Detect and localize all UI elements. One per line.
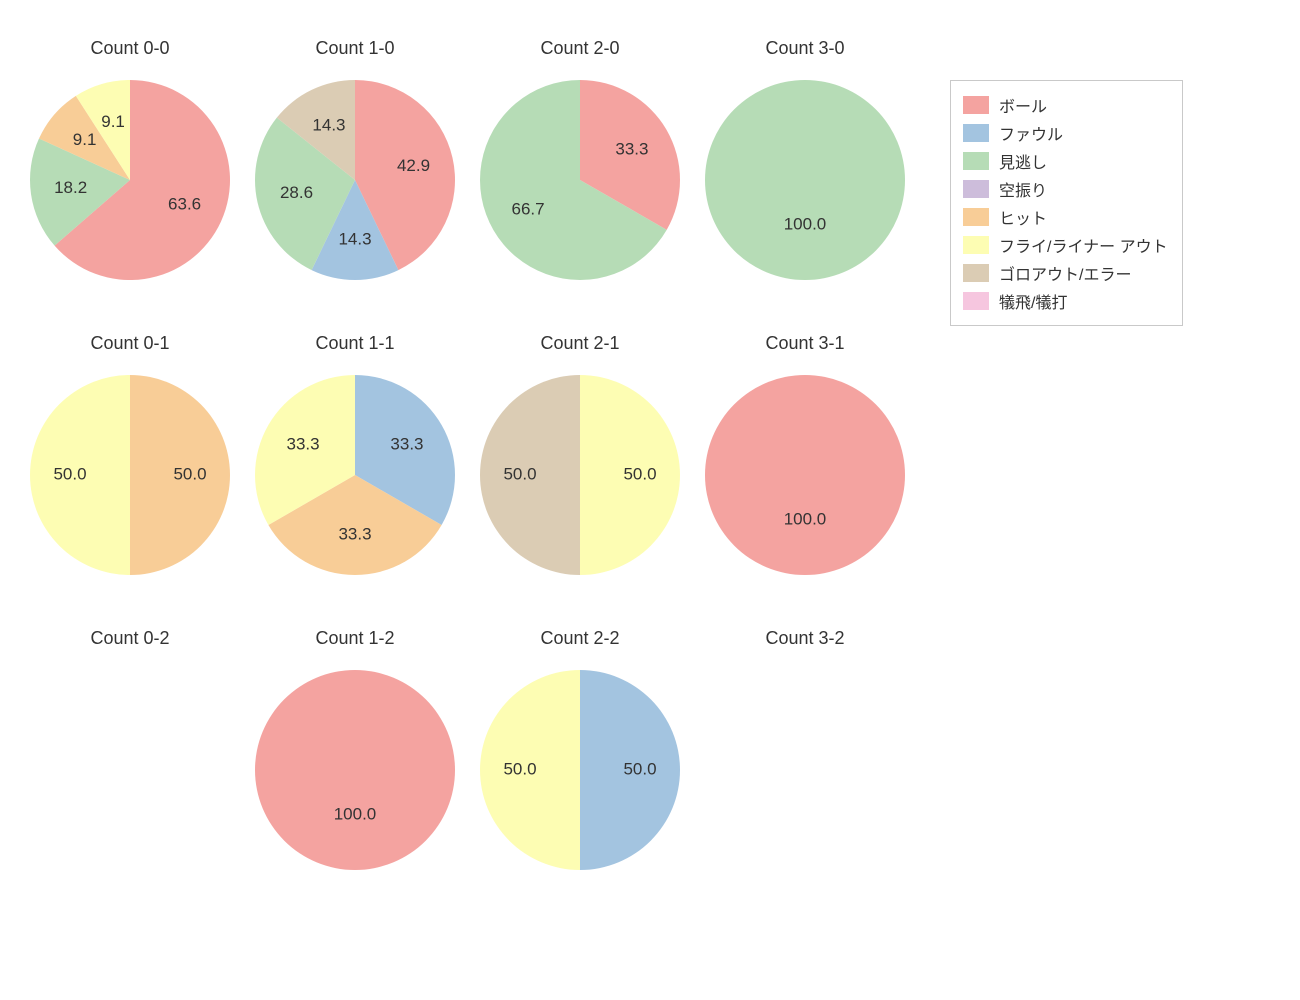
legend-label: 空振り [999,177,1047,201]
pie-slice-label: 66.7 [512,200,545,219]
legend-swatch [963,180,989,198]
legend-swatch [963,208,989,226]
pie-slice-label: 100.0 [784,214,827,233]
chart-grid: Count 0-063.618.29.19.1Count 1-042.914.3… [0,0,1300,1000]
pie-slice-label: 18.2 [54,178,87,197]
legend-item: 見逃し [963,147,1168,175]
legend-item: 犠飛/犠打 [963,287,1168,315]
pie-slice-label: 50.0 [623,759,656,778]
pie-slice [705,80,905,280]
legend-label: ゴロアウト/エラー [999,261,1131,285]
pie-slice-label: 33.3 [338,524,371,543]
pie-slice-label: 100.0 [784,509,827,528]
legend-item: フライ/ライナー アウト [963,231,1168,259]
legend-swatch [963,96,989,114]
pie-slice [705,375,905,575]
pie-chart: 50.0 50.0 [450,345,710,605]
legend-swatch [963,292,989,310]
pie-title: Count 3-2 [695,628,915,649]
legend-label: ボール [999,93,1047,117]
legend-item: ボール [963,91,1168,119]
pie-chart: 100.0 [675,50,935,310]
pie-title: Count 0-2 [20,628,240,649]
legend-swatch [963,264,989,282]
pie-slice-label: 63.6 [168,194,201,213]
pie-slice-label: 100.0 [334,804,377,823]
pie-chart: 42.9 14.3 28.6 14.3 [225,50,485,310]
legend-swatch [963,124,989,142]
pie-slice-label: 33.3 [615,139,648,158]
pie-slice-label: 28.6 [280,183,313,202]
pie-slice [255,670,455,870]
pie-chart: 33.3 66.7 [450,50,710,310]
pie-slice-label: 9.1 [73,130,97,149]
pie-chart: 50.0 50.0 [450,640,710,900]
legend-label: ヒット [999,205,1047,229]
legend-item: 空振り [963,175,1168,203]
legend-item: ファウル [963,119,1168,147]
pie-slice-label: 9.1 [101,112,125,131]
legend-swatch [963,236,989,254]
pie-chart: 100.0 [225,640,485,900]
pie-slice-label: 50.0 [503,464,536,483]
pie-chart: 63.6 18.2 9.19.1 [0,50,260,310]
pie-chart: 33.3 33.3 33.3 [225,345,485,605]
legend-item: ゴロアウト/エラー [963,259,1168,287]
legend-item: ヒット [963,203,1168,231]
pie-slice-label: 14.3 [312,115,345,134]
pie-slice-label: 33.3 [390,434,423,453]
pie-chart: 100.0 [675,345,935,605]
pie-slice-label: 50.0 [623,464,656,483]
pie-slice-label: 14.3 [338,229,371,248]
pie-chart: 50.0 50.0 [0,345,260,605]
legend-label: フライ/ライナー アウト [999,233,1168,257]
legend: ボールファウル見逃し空振りヒットフライ/ライナー アウトゴロアウト/エラー犠飛/… [950,80,1183,326]
legend-label: 犠飛/犠打 [999,289,1067,313]
pie-slice-label: 50.0 [53,464,86,483]
legend-swatch [963,152,989,170]
legend-label: ファウル [999,121,1063,145]
legend-label: 見逃し [999,149,1047,173]
pie-slice-label: 42.9 [397,156,430,175]
pie-slice-label: 33.3 [286,434,319,453]
pie-slice-label: 50.0 [173,464,206,483]
pie-slice-label: 50.0 [503,759,536,778]
